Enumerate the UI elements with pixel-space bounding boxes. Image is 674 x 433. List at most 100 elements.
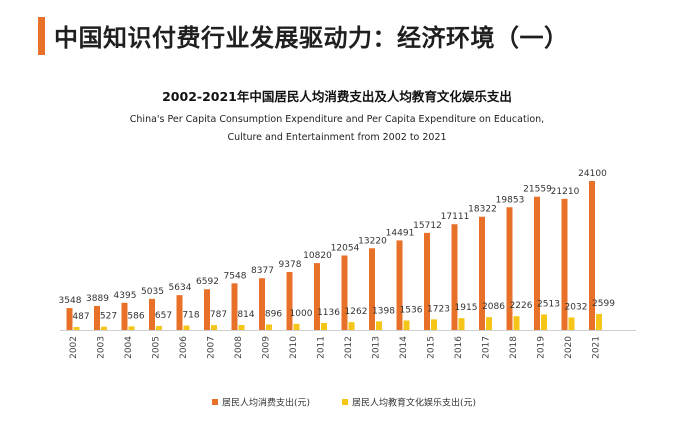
- data-label-consumption: 6592: [196, 277, 219, 287]
- data-label-education: 1136: [317, 308, 340, 318]
- data-label-education: 1000: [290, 309, 313, 319]
- legend-label: 居民人均消费支出(元): [222, 397, 310, 409]
- data-label-consumption: 5634: [169, 283, 192, 293]
- bar-education: [321, 322, 327, 330]
- bar-education: [156, 325, 162, 330]
- data-label-education: 2086: [482, 302, 505, 312]
- chart-subtitle-line1: China's Per Capita Consumption Expenditu…: [130, 114, 544, 125]
- x-tick-label: 2014: [399, 336, 409, 359]
- chart-title: 2002-2021年中国居民人均消费支出及人均教育文化娱乐支出: [162, 89, 512, 104]
- data-label-consumption: 8377: [251, 266, 274, 276]
- data-label-consumption: 10820: [303, 251, 332, 261]
- bar-education: [458, 318, 465, 330]
- bar-consumption: [451, 224, 458, 330]
- x-tick-label: 2002: [69, 336, 79, 359]
- x-tick-label: 2018: [509, 336, 519, 359]
- legend-swatch: [342, 399, 348, 405]
- legend-swatch: [212, 399, 218, 405]
- page-title: 中国知识付费行业发展驱动力：经济环境（一）: [54, 24, 569, 52]
- data-label-education: 487: [72, 312, 89, 322]
- x-tick-label: 2015: [427, 336, 437, 359]
- data-label-education: 527: [100, 312, 117, 322]
- data-label-education: 1536: [400, 306, 423, 316]
- bar-consumption: [396, 240, 403, 330]
- bar-consumption: [506, 207, 513, 330]
- data-label-consumption: 3548: [59, 296, 82, 306]
- bar-consumption: [479, 216, 485, 330]
- data-label-education: 787: [210, 310, 227, 320]
- header-accent-bar: [38, 17, 45, 55]
- bar-education: [486, 317, 492, 330]
- bar-consumption: [204, 289, 210, 330]
- data-label-education: 2032: [565, 302, 588, 312]
- bar-education: [403, 320, 410, 330]
- plot-area: 3548 487 2002 3889 527 2003 4395 586 2004 5035 657…: [59, 169, 636, 359]
- x-tick-label: 2021: [592, 336, 602, 359]
- bar-education: [431, 319, 437, 330]
- bar-education: [73, 326, 80, 330]
- data-label-education: 1398: [372, 306, 395, 316]
- x-tick-label: 2004: [124, 336, 134, 359]
- legend: 居民人均消费支出(元) 居民人均教育文化娱乐支出(元): [212, 397, 476, 409]
- bar-consumption: [341, 255, 348, 330]
- bar-consumption: [259, 278, 265, 330]
- bar-consumption: [121, 302, 128, 330]
- legend-label: 居民人均教育文化娱乐支出(元): [352, 397, 476, 409]
- data-label-consumption: 5035: [141, 287, 164, 297]
- data-label-consumption: 21210: [551, 187, 580, 197]
- data-label-consumption: 12054: [331, 243, 360, 253]
- x-tick-label: 2019: [537, 336, 547, 359]
- data-label-consumption: 9378: [279, 260, 302, 270]
- data-label-education: 2226: [510, 301, 533, 311]
- data-label-consumption: 13220: [358, 236, 387, 246]
- bar-consumption: [94, 305, 100, 330]
- x-tick-label: 2006: [179, 336, 189, 359]
- data-label-education: 657: [155, 311, 172, 321]
- bar-consumption: [534, 196, 540, 330]
- bar-consumption: [149, 298, 155, 330]
- bar-education: [541, 314, 547, 330]
- bar-consumption: [176, 295, 183, 330]
- x-tick-label: 2012: [344, 336, 354, 359]
- bar-education: [128, 326, 135, 330]
- data-label-consumption: 18322: [468, 205, 497, 215]
- bar-education: [293, 323, 300, 330]
- x-tick-label: 2016: [454, 336, 464, 359]
- data-label-consumption: 4395: [114, 291, 137, 301]
- bar-education: [348, 322, 355, 330]
- x-tick-label: 2020: [564, 336, 574, 359]
- data-label-consumption: 17111: [441, 212, 470, 222]
- x-tick-label: 2008: [234, 336, 244, 359]
- x-tick-label: 2010: [289, 336, 299, 359]
- bar-consumption: [66, 308, 73, 330]
- bar-consumption: [369, 248, 375, 330]
- data-label-education: 718: [182, 311, 199, 321]
- bar-consumption: [231, 283, 238, 330]
- bar-consumption: [561, 198, 568, 330]
- x-tick-label: 2009: [262, 336, 272, 359]
- data-label-consumption: 21559: [523, 185, 552, 195]
- x-tick-label: 2005: [152, 336, 162, 359]
- bar-consumption: [424, 232, 430, 330]
- data-label-consumption: 3889: [86, 294, 109, 304]
- x-tick-label: 2011: [317, 336, 327, 359]
- data-label-education: 1915: [455, 303, 478, 313]
- data-label-consumption: 7548: [224, 271, 247, 281]
- data-label-consumption: 19853: [496, 195, 525, 205]
- data-label-education: 1723: [427, 304, 450, 314]
- data-label-education: 2513: [537, 299, 560, 309]
- bar-education: [238, 324, 245, 330]
- bar-education: [513, 316, 520, 330]
- chart-subtitle-line2: Culture and Entertainment from 2002 to 2…: [227, 132, 446, 143]
- bar-consumption: [314, 263, 320, 330]
- data-label-consumption: 15712: [413, 221, 442, 231]
- data-label-education: 1262: [345, 307, 368, 317]
- bar-consumption: [589, 181, 595, 330]
- x-tick-label: 2003: [97, 336, 107, 359]
- bar-education: [266, 324, 272, 330]
- bar-education: [101, 326, 107, 330]
- bar-education: [376, 321, 382, 330]
- page-header: 中国知识付费行业发展驱动力：经济环境（一）: [0, 0, 674, 60]
